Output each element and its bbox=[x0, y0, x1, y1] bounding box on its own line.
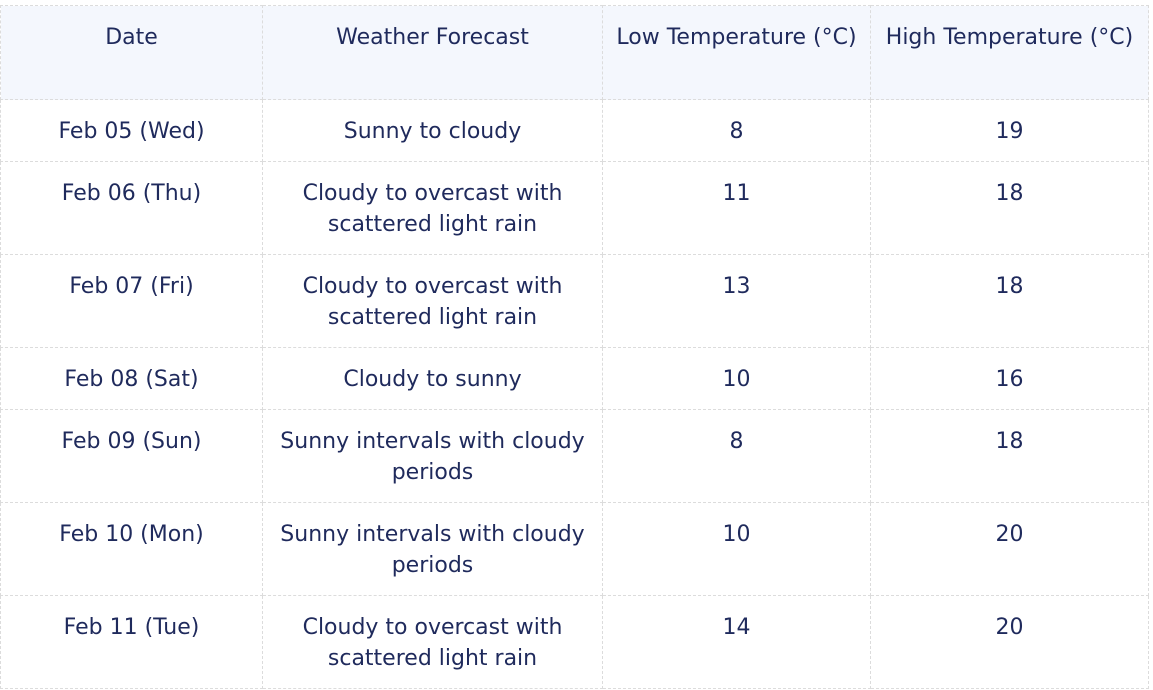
cell-date: Feb 05 (Wed) bbox=[0, 99, 263, 162]
cell-high: 18 bbox=[870, 254, 1149, 348]
table-body: Feb 05 (Wed) Sunny to cloudy 8 19 Feb 06… bbox=[0, 99, 1149, 689]
cell-low: 10 bbox=[602, 502, 871, 596]
table-row: Feb 10 (Mon) Sunny intervals with cloudy… bbox=[0, 502, 1149, 596]
cell-low: 11 bbox=[602, 161, 871, 255]
weather-forecast-table: Date Weather Forecast Low Temperature (°… bbox=[0, 5, 1149, 689]
cell-forecast: Cloudy to sunny bbox=[262, 347, 603, 410]
cell-date: Feb 10 (Mon) bbox=[0, 502, 263, 596]
cell-forecast: Sunny to cloudy bbox=[262, 99, 603, 162]
cell-low: 14 bbox=[602, 595, 871, 689]
cell-high: 18 bbox=[870, 409, 1149, 503]
cell-high: 20 bbox=[870, 502, 1149, 596]
table-row: Feb 06 (Thu) Cloudy to overcast with sca… bbox=[0, 161, 1149, 255]
cell-low: 10 bbox=[602, 347, 871, 410]
table-row: Feb 08 (Sat) Cloudy to sunny 10 16 bbox=[0, 347, 1149, 410]
cell-high: 16 bbox=[870, 347, 1149, 410]
table-row: Feb 09 (Sun) Sunny intervals with cloudy… bbox=[0, 409, 1149, 503]
cell-high: 19 bbox=[870, 99, 1149, 162]
header-weather-forecast: Weather Forecast bbox=[262, 5, 603, 100]
table-row: Feb 11 (Tue) Cloudy to overcast with sca… bbox=[0, 595, 1149, 689]
cell-forecast: Cloudy to overcast with scattered light … bbox=[262, 161, 603, 255]
cell-date: Feb 08 (Sat) bbox=[0, 347, 263, 410]
cell-forecast: Cloudy to overcast with scattered light … bbox=[262, 254, 603, 348]
table-header: Date Weather Forecast Low Temperature (°… bbox=[0, 5, 1149, 100]
cell-forecast: Sunny intervals with cloudy periods bbox=[262, 409, 603, 503]
table-row: Feb 07 (Fri) Cloudy to overcast with sca… bbox=[0, 254, 1149, 348]
cell-date: Feb 07 (Fri) bbox=[0, 254, 263, 348]
cell-high: 20 bbox=[870, 595, 1149, 689]
header-high-temperature: High Temperature (°C) bbox=[870, 5, 1149, 100]
cell-forecast: Sunny intervals with cloudy periods bbox=[262, 502, 603, 596]
header-date: Date bbox=[0, 5, 263, 100]
cell-date: Feb 09 (Sun) bbox=[0, 409, 263, 503]
cell-low: 8 bbox=[602, 409, 871, 503]
header-low-temperature: Low Temperature (°C) bbox=[602, 5, 871, 100]
cell-forecast: Cloudy to overcast with scattered light … bbox=[262, 595, 603, 689]
header-row: Date Weather Forecast Low Temperature (°… bbox=[0, 5, 1149, 100]
cell-low: 8 bbox=[602, 99, 871, 162]
cell-date: Feb 11 (Tue) bbox=[0, 595, 263, 689]
forecast-table-container: Date Weather Forecast Low Temperature (°… bbox=[0, 5, 1149, 689]
cell-high: 18 bbox=[870, 161, 1149, 255]
table-row: Feb 05 (Wed) Sunny to cloudy 8 19 bbox=[0, 99, 1149, 162]
cell-date: Feb 06 (Thu) bbox=[0, 161, 263, 255]
cell-low: 13 bbox=[602, 254, 871, 348]
